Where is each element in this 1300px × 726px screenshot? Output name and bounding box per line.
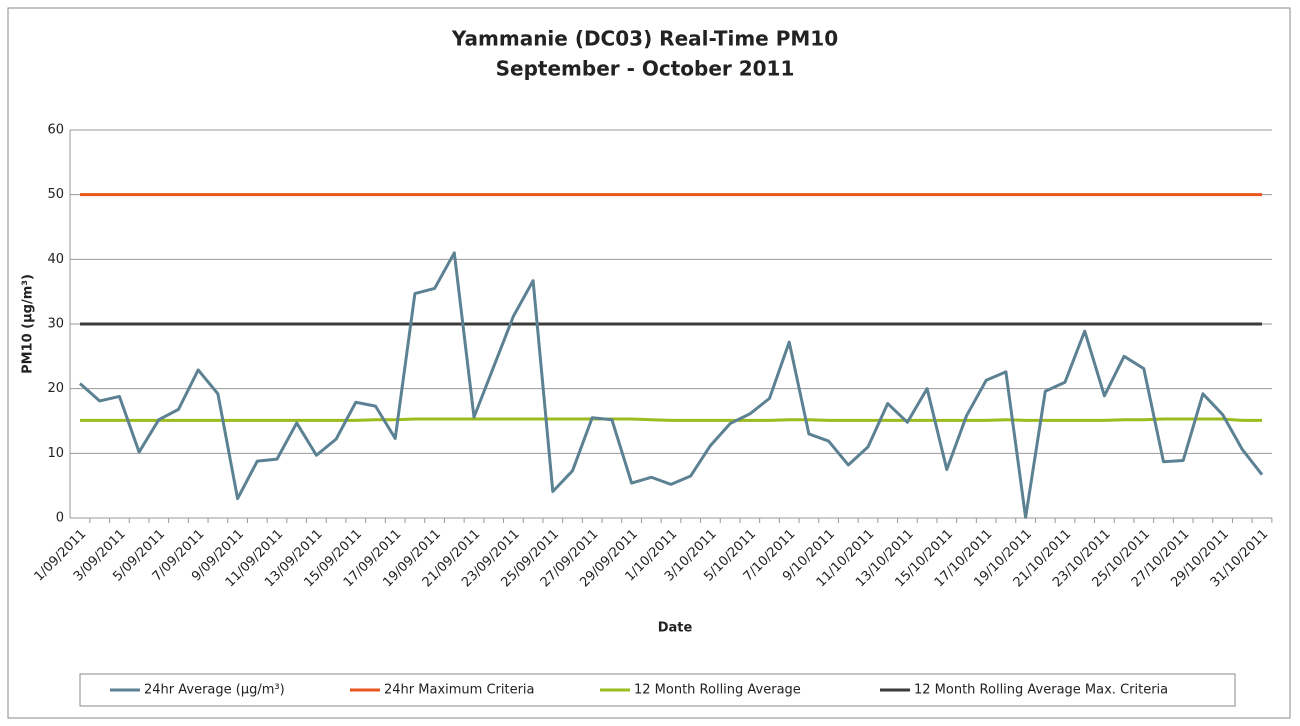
chart-subtitle: September - October 2011 xyxy=(496,57,795,81)
chart-title: Yammanie (DC03) Real-Time PM10 xyxy=(451,27,838,51)
legend xyxy=(79,673,1236,707)
series-line xyxy=(79,251,1264,519)
y-tick-label: 20 xyxy=(47,381,64,396)
y-tick-label: 50 xyxy=(47,187,64,202)
y-tick-label: 0 xyxy=(56,511,64,526)
series-line xyxy=(80,417,1262,422)
y-tick-label: 30 xyxy=(47,317,64,332)
legend-label: 12 Month Rolling Average Max. Criteria xyxy=(914,683,1168,698)
y-tick-label: 10 xyxy=(47,446,64,461)
legend-label: 24hr Maximum Criteria xyxy=(384,683,535,698)
legend-label: 24hr Average (µg/m³) xyxy=(144,683,285,698)
legend-label: 12 Month Rolling Average xyxy=(634,683,801,698)
y-tick-label: 60 xyxy=(47,123,64,138)
chart-border xyxy=(7,7,1291,719)
y-tick-label: 40 xyxy=(47,252,64,267)
y-axis-label: PM10 (µg/m³) xyxy=(21,274,36,374)
x-axis-label: Date xyxy=(658,621,693,636)
